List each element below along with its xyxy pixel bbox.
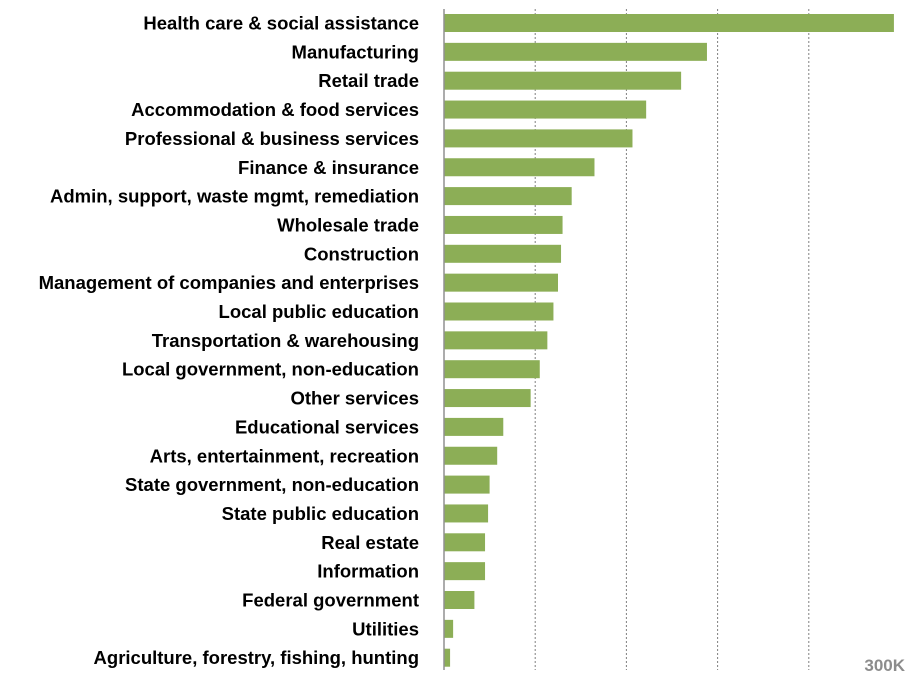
bar [444,215,563,234]
category-label: Educational services [235,416,419,437]
bar [444,331,548,350]
category-label: Retail trade [318,70,419,91]
category-label: Manufacturing [292,41,419,62]
bar [444,504,489,523]
category-label: Wholesale trade [277,214,419,235]
x-tick-labels: 300K [864,656,905,673]
category-label: Information [317,561,419,582]
category-label: Finance & insurance [238,157,419,178]
category-label: Local public education [219,301,419,322]
category-label: Transportation & warehousing [152,330,419,351]
category-label: Other services [290,388,419,409]
category-labels: Health care & social assistance Manufactu… [39,13,419,669]
bar [444,417,504,436]
bar [444,42,707,61]
category-label: Accommodation & food services [131,99,419,120]
bar [444,591,475,609]
category-label: Real estate [321,532,419,553]
category-label: Construction [304,243,419,264]
bar [444,187,572,206]
bar [444,71,682,90]
bar [444,244,562,263]
bar [444,360,540,379]
category-label: Admin, support, waste mgmt, remediation [50,186,419,207]
bar [444,273,558,292]
bars [444,14,894,667]
category-label: Utilities [352,618,419,639]
category-label: Arts, entertainment, recreation [150,445,419,466]
bar [444,562,486,581]
category-label: Local government, non-education [122,359,419,380]
category-label: Agriculture, forestry, fishing, hunting [94,647,419,668]
category-label: Management of companies and enterprises [39,272,419,293]
category-label: Professional & business services [125,128,419,149]
bar [444,648,451,667]
bar [444,129,633,148]
category-label: State government, non-education [125,474,419,495]
category-label: State public education [222,503,419,524]
bar [444,475,490,494]
bar [444,619,454,638]
bar [444,533,486,552]
bar [444,14,894,32]
category-label: Health care & social assistance [143,13,419,34]
bar [444,446,498,465]
bar [444,158,595,177]
category-label: Federal government [242,590,419,611]
bar [444,389,531,408]
bar [444,302,554,321]
x-tick-label: 300K [864,656,905,673]
bar [444,100,647,119]
